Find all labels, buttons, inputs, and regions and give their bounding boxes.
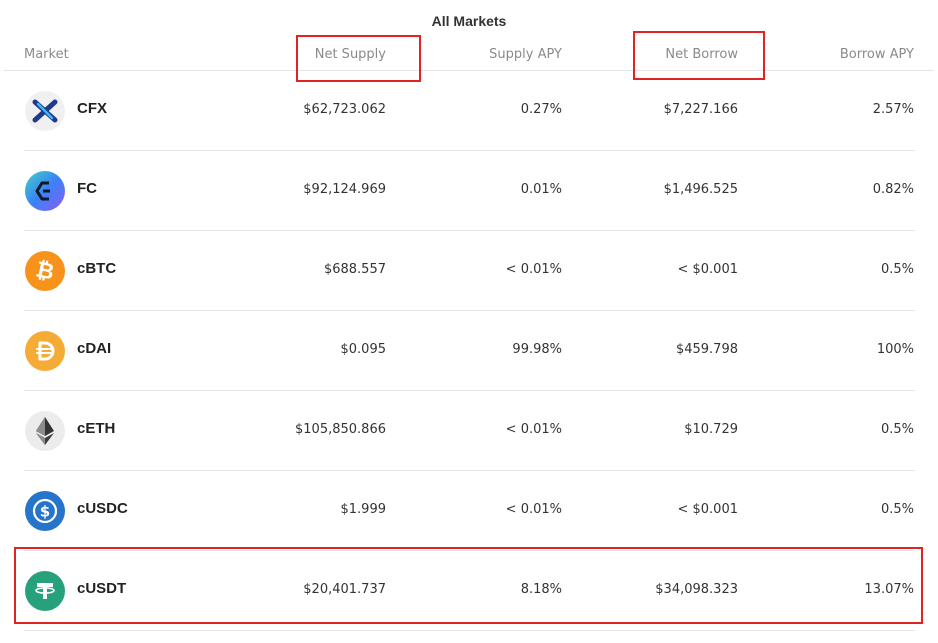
header-supply-apy[interactable]: Supply APY <box>489 47 562 62</box>
borrow-apy-value: 0.5% <box>880 502 914 517</box>
net-supply-value: $0.095 <box>340 342 387 357</box>
supply-apy-value: < 0.01% <box>505 502 562 517</box>
market-name: CFX <box>77 100 107 117</box>
net-borrow-value: $1,496.525 <box>663 182 738 197</box>
cfx-icon <box>25 91 65 131</box>
borrow-apy-value: 0.5% <box>880 262 914 277</box>
table-row[interactable]: FC $92,124.969 0.01% $1,496.525 0.82% <box>24 151 915 231</box>
table-row[interactable]: CFX $62,723.062 0.27% $7,227.166 2.57% <box>24 71 915 151</box>
market-name: FC <box>77 180 97 197</box>
borrow-apy-value: 13.07% <box>864 582 914 597</box>
net-supply-value: $20,401.737 <box>303 582 386 597</box>
supply-apy-value: 99.98% <box>512 342 562 357</box>
fc-icon <box>25 171 65 211</box>
supply-apy-value: 8.18% <box>520 582 562 597</box>
header-borrow-apy[interactable]: Borrow APY <box>839 47 914 62</box>
supply-apy-value: 0.01% <box>520 182 562 197</box>
table-header: Market Net Supply Supply APY Net Borrow … <box>4 38 934 71</box>
net-borrow-value: $10.729 <box>684 422 738 437</box>
usdc-icon: $ <box>25 491 65 531</box>
supply-apy-value: 0.27% <box>520 102 562 117</box>
borrow-apy-value: 0.5% <box>880 422 914 437</box>
svg-text:$: $ <box>40 503 50 521</box>
page-title: All Markets <box>431 13 507 29</box>
net-borrow-value: < $0.001 <box>677 502 738 517</box>
tether-icon <box>25 571 65 611</box>
table-row[interactable]: ₿ cBTC $688.557 < 0.01% < $0.001 0.5% <box>24 231 915 311</box>
market-name: cUSDC <box>77 500 128 517</box>
market-name: cUSDT <box>77 580 127 597</box>
net-borrow-value: $34,098.323 <box>655 582 738 597</box>
supply-apy-value: < 0.01% <box>505 422 562 437</box>
table-row[interactable]: cETH $105,850.866 < 0.01% $10.729 0.5% <box>24 391 915 471</box>
table-row[interactable]: $ cUSDC $1.999 < 0.01% < $0.001 0.5% <box>24 471 915 551</box>
net-supply-value: $92,124.969 <box>303 182 386 197</box>
header-net-borrow[interactable]: Net Borrow <box>665 47 738 62</box>
net-borrow-value: $7,227.166 <box>663 102 738 117</box>
market-name: cBTC <box>77 260 117 277</box>
net-supply-value: $105,850.866 <box>295 422 386 437</box>
market-name: cETH <box>77 420 116 437</box>
table-row[interactable]: cDAI $0.095 99.98% $459.798 100% <box>24 311 915 391</box>
borrow-apy-value: 100% <box>876 342 914 357</box>
borrow-apy-value: 2.57% <box>872 102 914 117</box>
table-row[interactable]: cUSDT $20,401.737 8.18% $34,098.323 13.0… <box>24 551 915 631</box>
supply-apy-value: < 0.01% <box>505 262 562 277</box>
dai-icon <box>25 331 65 371</box>
net-borrow-value: < $0.001 <box>677 262 738 277</box>
bitcoin-icon: ₿ <box>25 251 65 291</box>
header-net-supply[interactable]: Net Supply <box>314 47 386 62</box>
ethereum-icon <box>25 411 65 451</box>
net-supply-value: $62,723.062 <box>303 102 386 117</box>
net-supply-value: $1.999 <box>340 502 387 517</box>
header-market[interactable]: Market <box>24 47 69 62</box>
net-supply-value: $688.557 <box>323 262 386 277</box>
net-borrow-value: $459.798 <box>675 342 738 357</box>
market-name: cDAI <box>77 340 112 357</box>
borrow-apy-value: 0.82% <box>872 182 914 197</box>
